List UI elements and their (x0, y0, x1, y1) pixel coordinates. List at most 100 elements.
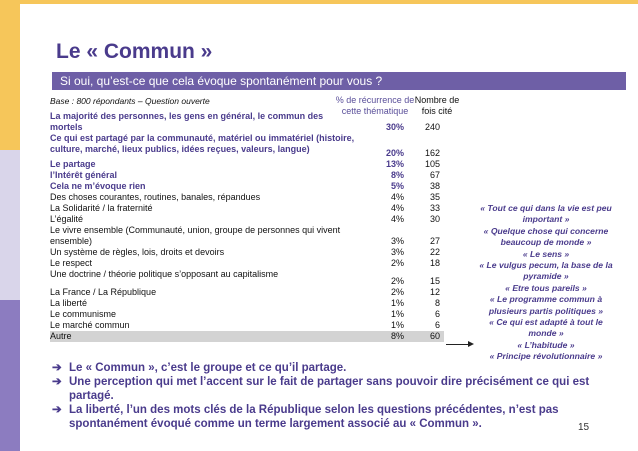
finding-item: ➔ La liberté, l’un des mots clés de la R… (52, 403, 612, 431)
row-label: Le vivre ensemble (Communauté, union, gr… (50, 225, 341, 246)
row-label: Une doctrine / théorie politique s’oppos… (50, 269, 279, 279)
finding-item: ➔ Le « Commun », c’est le groupe et ce q… (52, 361, 612, 375)
row-percent: 13% (385, 159, 404, 169)
table-row: La France / La République 2% 12 (50, 287, 444, 298)
key-findings: ➔ Le « Commun », c’est le groupe et ce q… (52, 361, 612, 431)
row-count: 60 (429, 331, 440, 341)
finding-text: La liberté, l’un des mots clés de la Rép… (69, 404, 559, 430)
quote: « Le programme commun à plusieurs partis… (488, 294, 604, 316)
row-count: 240 (424, 122, 440, 132)
right-arrow-icon: ➔ (52, 362, 62, 374)
table-row: La Solidarité / la fraternité 4% 33 (50, 203, 444, 214)
page-number: 15 (578, 422, 590, 433)
verbatim-quotes: « Tout ce qui dans la vie est peu import… (476, 203, 616, 363)
row-count: 8 (434, 298, 440, 308)
results-table: La majorité des personnes, les gens en g… (50, 111, 444, 342)
row-count: 15 (429, 276, 440, 286)
row-percent: 8% (390, 170, 404, 180)
row-percent: 2% (390, 276, 404, 286)
row-count: 12 (429, 287, 440, 297)
row-count: 33 (429, 203, 440, 213)
row-count: 67 (429, 170, 440, 180)
row-label: La liberté (50, 298, 88, 308)
table-row: Le vivre ensemble (Communauté, union, gr… (50, 225, 444, 247)
row-percent: 8% (390, 331, 404, 341)
row-label: Le marché commun (50, 320, 130, 330)
table-row: La liberté 1% 8 (50, 298, 444, 309)
row-count: 6 (434, 320, 440, 330)
row-label: Un système de règles, lois, droits et de… (50, 247, 225, 257)
row-count: 162 (424, 148, 440, 158)
quote: « Le sens » (522, 248, 570, 259)
row-percent: 3% (390, 236, 404, 246)
side-bar-gold (0, 0, 20, 150)
row-label: Ce qui est partagé par la communauté, ma… (50, 133, 355, 154)
finding-item: ➔ Une perception qui met l’accent sur le… (52, 375, 612, 403)
row-percent: 20% (385, 148, 404, 158)
connector-arrow-head-icon (468, 341, 474, 347)
row-label: Le partage (50, 159, 96, 169)
finding-text: Le « Commun », c’est le groupe et ce qu’… (69, 362, 347, 374)
table-row: Le marché commun 1% 6 (50, 320, 444, 331)
row-count: 22 (429, 247, 440, 257)
row-percent: 30% (385, 122, 404, 132)
page-title: Le « Commun » (56, 40, 213, 63)
finding-text: Une perception qui met l’accent sur le f… (69, 376, 590, 402)
row-count: 30 (429, 214, 440, 224)
row-percent: 4% (390, 203, 404, 213)
right-arrow-icon: ➔ (52, 376, 62, 388)
row-percent: 4% (390, 214, 404, 224)
quote: « Quelque chose qui concerne beaucoup de… (483, 225, 609, 248)
side-bar-lavender (0, 150, 20, 300)
question-banner: Si oui, qu’est-ce que cela évoque sponta… (52, 72, 626, 90)
table-row: Le respect 2% 18 (50, 258, 444, 269)
table-row: Le communisme 1% 6 (50, 309, 444, 320)
row-label: l’Intérêt général (50, 170, 118, 180)
row-percent: 4% (390, 192, 404, 202)
row-label: La Solidarité / la fraternité (50, 203, 153, 213)
row-percent: 2% (390, 287, 404, 297)
table-row-highlight: Autre 8% 60 (50, 331, 444, 342)
row-label: Cela ne m’évoque rien (50, 181, 146, 191)
quote: « Ce qui est adapté à tout le monde » (489, 317, 603, 339)
row-count: 18 (429, 258, 440, 268)
table-row: l’Intérêt général 8% 67 (50, 170, 444, 181)
top-rule (20, 0, 638, 4)
table-row: Ce qui est partagé par la communauté, ma… (50, 133, 444, 159)
row-count: 6 (434, 309, 440, 319)
quote: « L’habitude » (517, 339, 575, 350)
row-percent: 5% (390, 181, 404, 191)
row-percent: 2% (390, 258, 404, 268)
row-percent: 1% (390, 320, 404, 330)
table-row: L’égalité 4% 30 (50, 214, 444, 225)
row-count: 35 (429, 192, 440, 202)
table-row: La majorité des personnes, les gens en g… (50, 111, 444, 133)
row-percent: 3% (390, 247, 404, 257)
row-percent: 1% (390, 309, 404, 319)
quote: « Principe révolutionnaire » (489, 351, 603, 362)
table-row: Une doctrine / théorie politique s’oppos… (50, 269, 444, 287)
quote: « Le vulgus pecum, la base de la pyramid… (479, 260, 613, 282)
column-header-percent: % de récurrence de cette thématique (335, 95, 415, 116)
quote: « Etre tous pareils » (505, 282, 587, 293)
row-label: Des choses courantes, routines, banales,… (50, 192, 261, 202)
row-label: La majorité des personnes, les gens en g… (50, 111, 324, 132)
quote: « Tout ce qui dans la vie est peu import… (480, 203, 612, 225)
row-percent: 1% (390, 298, 404, 308)
base-note: Base : 800 répondants – Question ouverte (50, 96, 210, 106)
column-header-count: Nombre de fois cité (414, 95, 460, 116)
row-label: L’égalité (50, 214, 84, 224)
row-label: Le communisme (50, 309, 117, 319)
row-label: Autre (50, 331, 72, 341)
table-row: Des choses courantes, routines, banales,… (50, 192, 444, 203)
table-row: Cela ne m’évoque rien 5% 38 (50, 181, 444, 192)
row-count: 38 (429, 181, 440, 191)
right-arrow-icon: ➔ (52, 404, 62, 416)
row-label: Le respect (50, 258, 93, 268)
row-label: La France / La République (50, 287, 157, 297)
side-bar-purple (0, 300, 20, 451)
row-count: 27 (429, 236, 440, 246)
table-row: Le partage 13% 105 (50, 159, 444, 170)
table-row: Un système de règles, lois, droits et de… (50, 247, 444, 258)
connector-arrow-line (446, 344, 472, 345)
